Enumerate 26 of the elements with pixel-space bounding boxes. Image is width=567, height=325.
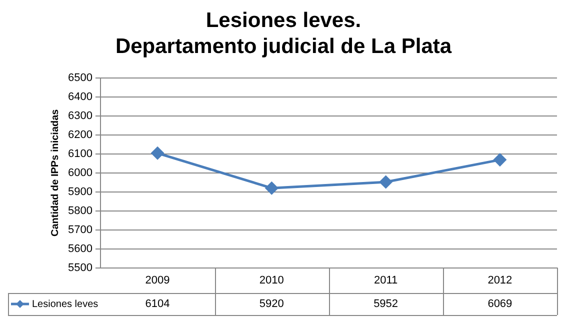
y-tick-label: 5900: [68, 186, 92, 198]
y-tick-label: 6500: [68, 72, 92, 84]
data-label: 5920: [259, 298, 284, 310]
point: [494, 154, 506, 166]
chart-title: Lesiones leves. Departamento judicial de La Plata: [115, 8, 452, 60]
point: [151, 146, 164, 160]
y-tick-label: 6400: [68, 91, 92, 104]
point: [265, 182, 278, 194]
y-tick-label: 6100: [68, 148, 92, 160]
legend-label: Lesiones leves: [32, 298, 98, 310]
x-tick-label: 2010: [259, 274, 284, 286]
y-tick-label: 6300: [68, 110, 92, 122]
data-label: 6104: [145, 298, 170, 310]
y-tick-label: 6000: [68, 166, 92, 179]
y-axis-title: Cantidad de IPPs iniciadas: [50, 108, 61, 237]
x-tick-label: 2009: [145, 274, 170, 286]
data-label: 6069: [488, 298, 512, 310]
y-tick-label: 5500: [68, 262, 92, 274]
y-tick-label: 5700: [68, 224, 92, 236]
y-tick-label: 5800: [68, 204, 92, 217]
y-tick-label: 5600: [68, 242, 92, 255]
x-tick-label: 2011: [374, 274, 398, 286]
x-tick-label: 2012: [488, 274, 512, 286]
point: [380, 176, 392, 188]
y-tick-label: 6200: [68, 128, 92, 141]
data-label: 5952: [374, 298, 398, 310]
